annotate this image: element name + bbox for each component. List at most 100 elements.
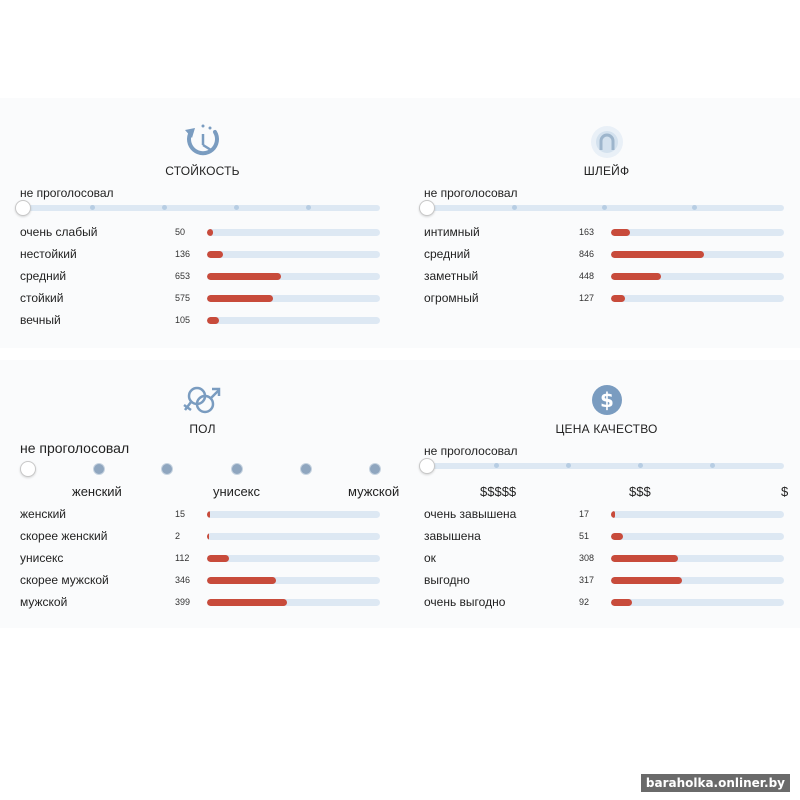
rating-count: 15: [175, 509, 186, 519]
rating-label: интимный: [424, 225, 480, 239]
rating-row: очень выгодно 92: [424, 590, 789, 612]
rating-bar: [611, 533, 784, 540]
durability-icon-wrap: [20, 124, 385, 164]
gender-dot[interactable]: [93, 463, 105, 475]
rating-count: 448: [579, 271, 595, 281]
rating-bar-fill: [207, 599, 287, 606]
rating-count: 92: [579, 597, 590, 607]
slider-knob[interactable]: [419, 200, 435, 216]
rating-label: женский: [20, 507, 66, 521]
rating-count: 846: [579, 249, 595, 259]
trail-vote-label: не проголосовал: [424, 186, 518, 200]
gender-knob[interactable]: [20, 461, 36, 477]
rating-label: ок: [424, 551, 436, 565]
rating-label: огромный: [424, 291, 479, 305]
rating-bar-fill: [207, 317, 220, 324]
rating-label: средний: [424, 247, 471, 261]
rating-bar-fill: [611, 273, 662, 280]
gender-scale-middle: унисекс: [213, 484, 261, 499]
rating-count: 127: [579, 293, 595, 303]
rating-bar-fill: [611, 251, 705, 258]
value-vote-label: не проголосовал: [424, 444, 518, 458]
slider-tick[interactable]: [234, 205, 239, 210]
slider-tick[interactable]: [710, 463, 715, 468]
rating-label: скорее женский: [20, 529, 108, 543]
rating-count: 346: [175, 575, 191, 585]
rating-bar: [611, 599, 784, 606]
gender-dot-selector[interactable]: [20, 461, 390, 477]
rating-label: заметный: [424, 269, 479, 283]
slider-knob[interactable]: [419, 458, 435, 474]
rating-bar: [207, 511, 380, 518]
gender-vote-label: не проголосовал: [20, 440, 130, 456]
rating-bar-fill: [611, 599, 632, 606]
gender-scale-left: женский: [72, 484, 122, 499]
rating-row: очень слабый 50: [20, 220, 385, 242]
durability-rows: очень слабый 50 нестойкий 136 средний 653 стой…: [20, 220, 385, 330]
slider-tick[interactable]: [494, 463, 499, 468]
trail-slider[interactable]: [419, 200, 784, 216]
rating-label: очень выгодно: [424, 595, 506, 609]
rating-bar: [207, 599, 380, 606]
rating-row: интимный 163: [424, 220, 789, 242]
rating-row: мужской 399: [20, 590, 385, 612]
rating-count: 653: [175, 271, 191, 281]
rating-count: 51: [579, 531, 590, 541]
gender-dot[interactable]: [231, 463, 243, 475]
value-slider[interactable]: [419, 458, 784, 474]
rating-row: заметный 448: [424, 264, 789, 286]
clock-icon: [184, 124, 219, 156]
rating-label: вечный: [20, 313, 61, 327]
rating-row: ок 308: [424, 546, 789, 568]
rating-label: стойкий: [20, 291, 64, 305]
gender-dot[interactable]: [300, 463, 312, 475]
rating-bar: [207, 229, 380, 236]
trail-rows: интимный 163 средний 846 заметный 448 огромный…: [424, 220, 789, 308]
slider-tick[interactable]: [512, 205, 517, 210]
top-panel-background: [0, 98, 800, 348]
rating-bar: [611, 273, 784, 280]
rating-row: унисекс 112: [20, 546, 385, 568]
rating-label: средний: [20, 269, 67, 283]
rating-count: 575: [175, 293, 191, 303]
durability-title: СТОЙКОСТЬ: [165, 164, 240, 178]
slider-tick[interactable]: [566, 463, 571, 468]
rating-bar-fill: [207, 577, 277, 584]
value-title: ЦЕНА КАЧЕСТВО: [555, 422, 658, 436]
slider-knob[interactable]: [15, 200, 31, 216]
slider-tick[interactable]: [162, 205, 167, 210]
rating-count: 317: [579, 575, 595, 585]
rating-bar-fill: [207, 229, 214, 236]
rating-bar-fill: [207, 533, 209, 540]
rating-row: завышена 51: [424, 524, 789, 546]
gender-symbols-icon: [182, 386, 220, 414]
rating-count: 112: [175, 553, 190, 563]
durability-slider[interactable]: [15, 200, 380, 216]
rating-bar-fill: [207, 295, 273, 302]
rating-bar-fill: [611, 577, 682, 584]
slider-tick[interactable]: [90, 205, 95, 210]
rating-count: 2: [175, 531, 181, 541]
rating-row: средний 846: [424, 242, 789, 264]
slider-tick[interactable]: [602, 205, 607, 210]
rating-bar: [207, 273, 380, 280]
gender-dot[interactable]: [161, 463, 173, 475]
slider-tick[interactable]: [638, 463, 643, 468]
rating-row: выгодно 317: [424, 568, 789, 590]
rating-bar: [207, 251, 380, 258]
rating-row: вечный 105: [20, 308, 385, 330]
svg-text:$: $: [600, 388, 614, 412]
rating-bar: [207, 555, 380, 562]
rating-bar-fill: [207, 511, 211, 518]
slider-tick[interactable]: [692, 205, 697, 210]
rating-bar: [611, 577, 784, 584]
rating-bar-fill: [611, 295, 625, 302]
rating-bar: [207, 317, 380, 324]
rating-bar-fill: [611, 511, 616, 518]
rating-bar-fill: [207, 555, 230, 562]
rating-count: 50: [175, 227, 186, 237]
gender-dot[interactable]: [369, 463, 381, 475]
value-icon-wrap: $: [424, 382, 789, 422]
rating-label: мужской: [20, 595, 68, 609]
slider-tick[interactable]: [306, 205, 311, 210]
